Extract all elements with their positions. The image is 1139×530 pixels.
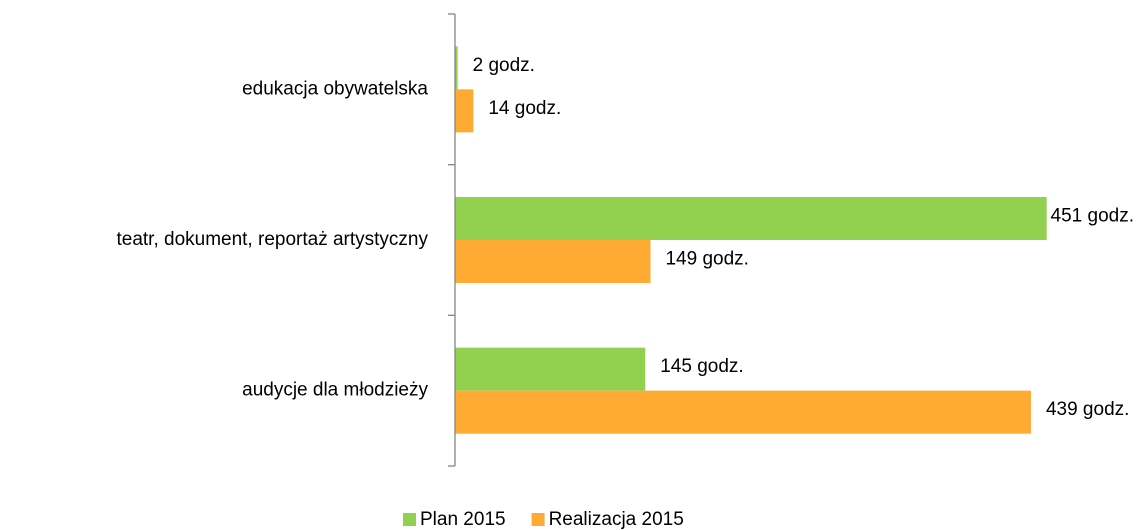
data-label: 145 godz. (660, 356, 743, 377)
data-label: 439 godz. (1046, 399, 1129, 420)
bar (455, 46, 458, 90)
legend-label: Realizacja 2015 (549, 509, 684, 530)
bar (455, 390, 1031, 434)
bar (455, 240, 651, 283)
bar (455, 347, 646, 391)
legend-swatch (403, 513, 416, 526)
data-label: 451 godz. (1051, 206, 1134, 227)
y-tick-label: edukacja obywatelska (242, 78, 428, 99)
data-label: 14 godz. (488, 98, 561, 119)
y-tick-label: teatr, dokument, reportaż artystyczny (116, 229, 428, 250)
bar (455, 197, 1047, 240)
legend-swatch (531, 513, 545, 526)
data-label: 2 godz. (473, 55, 535, 76)
legend-label: Plan 2015 (420, 509, 506, 530)
data-label: 149 godz. (665, 249, 748, 270)
bar (455, 89, 474, 133)
y-tick-label: audycje dla młodzieży (242, 380, 428, 401)
